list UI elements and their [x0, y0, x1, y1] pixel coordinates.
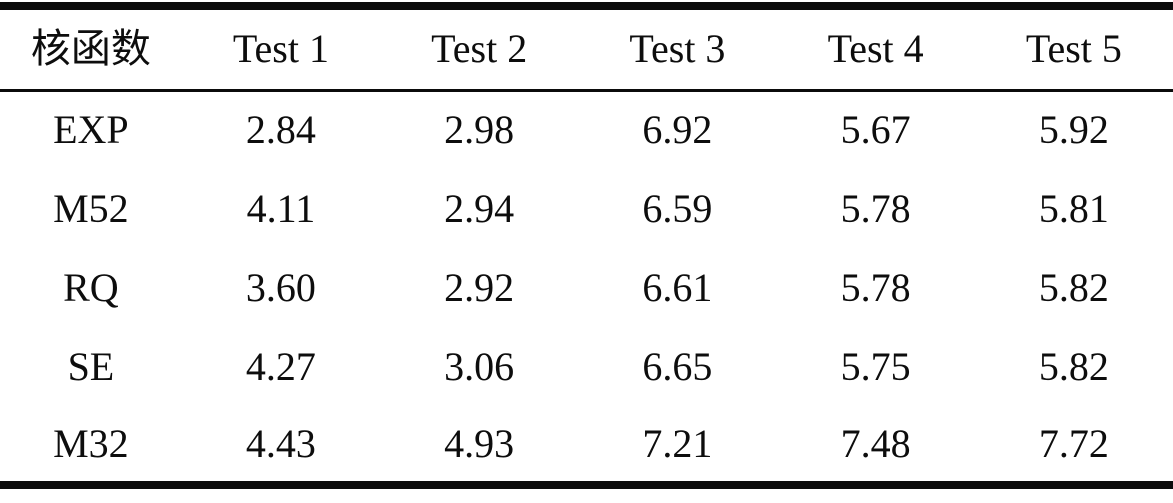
value-cell: 5.75 — [840, 343, 911, 389]
table-body: EXP 2.84 2.98 6.92 5.67 5.92 M52 4.11 2.94 6.59 5.… — [0, 90, 1173, 485]
kernel-name-cell: RQ — [63, 264, 119, 310]
value-cell: 6.92 — [642, 107, 713, 153]
table-row: M52 4.11 2.94 6.59 5.78 5.81 — [0, 169, 1173, 248]
value-cell: 5.67 — [840, 107, 911, 153]
value-cell: 6.65 — [642, 343, 713, 389]
value-cell: 5.92 — [1038, 107, 1109, 153]
table-header: 核函数 Test 1 Test 2 Test 3 Test 4 Test 5 — [0, 6, 1173, 90]
header-row: 核函数 Test 1 Test 2 Test 3 Test 4 Test 5 — [0, 6, 1173, 90]
column-header-test-5: Test 5 — [1025, 26, 1122, 72]
value-cell: 6.61 — [642, 264, 713, 310]
value-cell: 6.59 — [642, 185, 713, 231]
column-header-kernel: 核函数 — [30, 26, 151, 72]
kernel-name-cell: M52 — [53, 185, 129, 231]
table-row: RQ 3.60 2.92 6.61 5.78 5.82 — [0, 248, 1173, 327]
table-row: EXP 2.84 2.98 6.92 5.67 5.92 — [0, 90, 1173, 169]
value-cell: 3.60 — [245, 264, 316, 310]
value-cell: 2.98 — [444, 107, 515, 153]
value-cell: 2.92 — [444, 264, 515, 310]
value-cell: 7.72 — [1038, 420, 1109, 466]
value-cell: 4.27 — [245, 343, 316, 389]
column-header-test-1: Test 1 — [232, 26, 329, 72]
value-cell: 2.94 — [444, 185, 515, 231]
value-cell: 5.78 — [840, 264, 911, 310]
value-cell: 5.82 — [1038, 343, 1109, 389]
value-cell: 4.43 — [245, 420, 316, 466]
value-cell: 4.93 — [444, 420, 515, 466]
value-cell: 5.78 — [840, 185, 911, 231]
column-header-test-2: Test 2 — [431, 26, 528, 72]
kernel-name-cell: EXP — [53, 107, 129, 153]
value-cell: 7.21 — [642, 420, 713, 466]
value-cell: 4.11 — [246, 185, 316, 231]
column-header-test-3: Test 3 — [629, 26, 726, 72]
value-cell: 7.48 — [840, 420, 911, 466]
column-header-test-4: Test 4 — [827, 26, 924, 72]
value-cell: 5.82 — [1038, 264, 1109, 310]
value-cell: 2.84 — [245, 107, 316, 153]
value-cell: 5.81 — [1038, 185, 1109, 231]
table-row: M32 4.43 4.93 7.21 7.48 7.72 — [0, 406, 1173, 485]
kernel-name-cell: M32 — [53, 420, 129, 466]
value-cell: 3.06 — [444, 343, 515, 389]
table-row: SE 4.27 3.06 6.65 5.75 5.82 — [0, 327, 1173, 406]
kernel-results-table: 核函数 Test 1 Test 2 Test 3 Test 4 Test 5 EXP 2.8… — [0, 2, 1173, 489]
kernel-name-cell: SE — [67, 343, 115, 389]
